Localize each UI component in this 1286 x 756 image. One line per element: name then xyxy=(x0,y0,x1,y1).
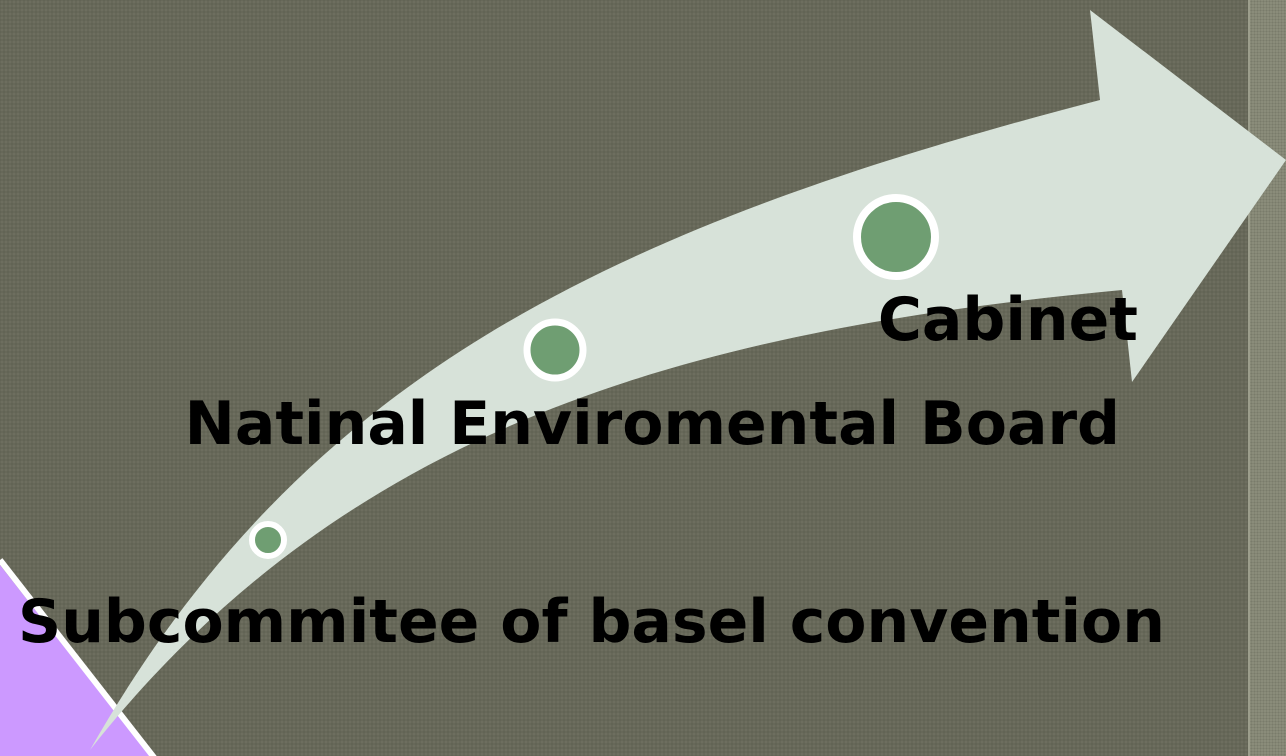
step-node-1 xyxy=(249,521,287,559)
step-label-subcommittee: Subcommitee of basel convention xyxy=(18,587,1165,657)
step-label-environmental-board: Natinal Enviromental Board xyxy=(184,389,1120,459)
step-node-2 xyxy=(523,318,587,382)
progress-arrow xyxy=(90,10,1286,750)
step-label-cabinet: Cabinet xyxy=(877,285,1138,355)
step-node-3 xyxy=(853,194,939,280)
corner-accent-line xyxy=(0,558,157,756)
right-edge-strip xyxy=(1248,0,1286,756)
